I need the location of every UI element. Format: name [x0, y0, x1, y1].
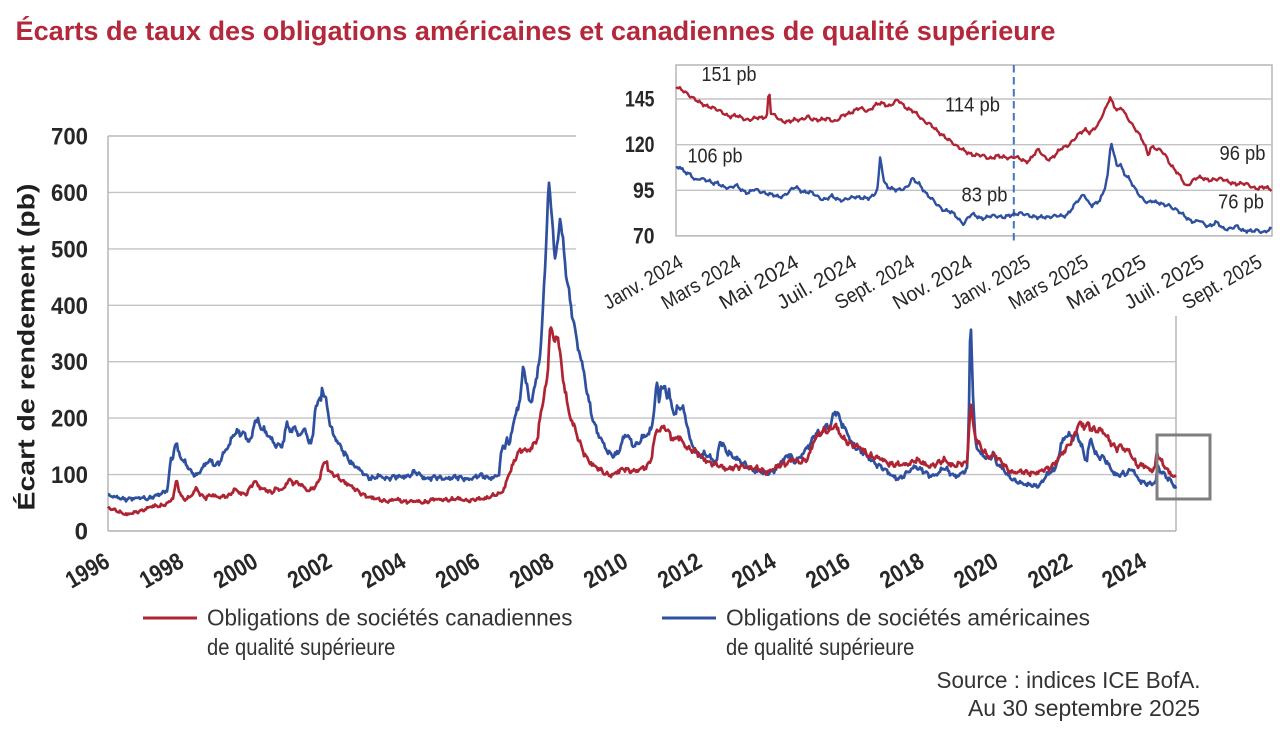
svg-text:400: 400 — [51, 293, 88, 320]
svg-text:300: 300 — [51, 349, 88, 376]
svg-text:70: 70 — [633, 223, 655, 248]
svg-text:100: 100 — [51, 462, 88, 489]
svg-text:500: 500 — [51, 236, 88, 263]
svg-text:145: 145 — [625, 87, 655, 112]
svg-text:106 pb: 106 pb — [688, 145, 743, 168]
svg-text:83 pb: 83 pb — [962, 184, 1008, 207]
svg-text:76 pb: 76 pb — [1218, 191, 1264, 214]
svg-text:Écart de rendement (pb): Écart de rendement (pb) — [13, 184, 41, 511]
svg-text:Obligations de sociétés canadi: Obligations de sociétés canadiennes — [207, 605, 573, 631]
svg-text:700: 700 — [51, 124, 88, 151]
svg-text:Au 30 septembre 2025: Au 30 septembre 2025 — [968, 695, 1200, 721]
svg-text:120: 120 — [625, 132, 655, 157]
svg-text:Source : indices ICE BofA.: Source : indices ICE BofA. — [937, 667, 1201, 693]
svg-text:95: 95 — [633, 178, 655, 203]
svg-text:600: 600 — [51, 180, 88, 207]
svg-text:114 pb: 114 pb — [945, 94, 1000, 117]
svg-text:de qualité supérieure: de qualité supérieure — [726, 634, 914, 660]
svg-text:Écarts de taux des obligations: Écarts de taux des obligations américain… — [16, 15, 1056, 46]
svg-text:Obligations de sociétés améric: Obligations de sociétés américaines — [726, 605, 1090, 631]
svg-text:96 pb: 96 pb — [1220, 142, 1266, 165]
svg-text:0: 0 — [75, 519, 88, 546]
svg-text:200: 200 — [51, 406, 88, 433]
svg-text:151 pb: 151 pb — [702, 63, 757, 86]
svg-text:de qualité supérieure: de qualité supérieure — [207, 634, 395, 660]
